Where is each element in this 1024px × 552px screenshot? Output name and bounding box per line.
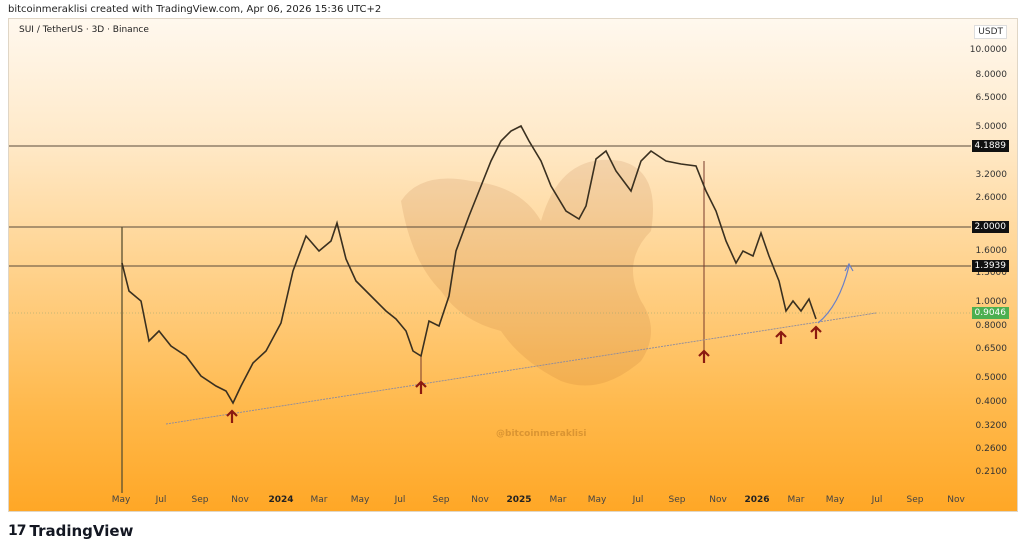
x-tick-label: Mar [549, 495, 567, 505]
level-price-tag: 4.1889 [971, 140, 1009, 152]
watermark-handle: @bitcoinmeraklisi [496, 429, 587, 439]
y-tick-label: 1.6000 [975, 246, 1008, 256]
price-plot[interactable] [9, 19, 1017, 511]
y-tick-label: 1.0000 [975, 297, 1008, 307]
y-tick-label: 8.0000 [975, 70, 1008, 80]
y-tick-label: 0.2600 [975, 444, 1008, 454]
x-tick-label: Sep [906, 495, 924, 505]
watermark-bull-icon [401, 159, 653, 386]
x-tick-label: Nov [471, 495, 489, 505]
chart-frame[interactable]: SUI / TetherUS · 3D · Binance [8, 18, 1018, 512]
x-tick-label: Jul [632, 495, 644, 505]
x-tick-label: May [825, 495, 845, 505]
projection-curve [817, 265, 850, 324]
y-axis-unit[interactable]: USDT [974, 25, 1007, 39]
created-by-caption: bitcoinmeraklisi created with TradingVie… [8, 4, 382, 15]
x-tick-label: Sep [432, 495, 450, 505]
y-tick-label: 0.4000 [975, 397, 1008, 407]
y-tick-label: 2.6000 [975, 193, 1008, 203]
x-tick-label: Jul [871, 495, 883, 505]
y-tick-label: 5.0000 [975, 122, 1008, 132]
x-tick-label: Sep [191, 495, 209, 505]
tradingview-logo[interactable]: 17 TradingView [8, 522, 133, 540]
y-tick-label: 10.0000 [969, 45, 1007, 55]
x-tick-label: 2025 [506, 495, 532, 505]
y-tick-label: 1.3000 [975, 268, 1008, 278]
x-tick-label: Nov [709, 495, 727, 505]
x-tick-label: Jul [394, 495, 406, 505]
arrow-up-icon [226, 325, 822, 423]
level-price-tag: 1.3939 [971, 260, 1009, 272]
y-tick-label: 3.2000 [975, 170, 1008, 180]
x-tick-label: Jul [155, 495, 167, 505]
x-tick-label: 2024 [268, 495, 294, 505]
x-tick-label: Mar [310, 495, 328, 505]
y-tick-label: 6.5000 [975, 93, 1008, 103]
y-tick-label: 0.8000 [975, 321, 1008, 331]
y-tick-label: 0.2100 [975, 467, 1008, 477]
current-price-tag: 0.9046 [971, 307, 1009, 319]
x-tick-label: Mar [787, 495, 805, 505]
x-tick-label: Sep [668, 495, 686, 505]
support-trendline [165, 312, 877, 425]
y-tick-label: 0.6500 [975, 344, 1008, 354]
x-tick-label: Nov [947, 495, 965, 505]
x-tick-label: Nov [231, 495, 249, 505]
tradingview-mark-icon: 17 [8, 523, 27, 539]
y-tick-label: 0.3200 [975, 421, 1008, 431]
x-tick-label: May [587, 495, 607, 505]
x-tick-label: May [111, 495, 131, 505]
symbol-title: SUI / TetherUS · 3D · Binance [19, 25, 149, 35]
y-tick-label: 0.5000 [975, 373, 1008, 383]
brand-name: TradingView [29, 522, 134, 540]
level-price-tag: 2.0000 [971, 221, 1009, 233]
price-path [121, 124, 817, 405]
x-tick-label: 2026 [744, 495, 770, 505]
x-tick-label: May [350, 495, 370, 505]
